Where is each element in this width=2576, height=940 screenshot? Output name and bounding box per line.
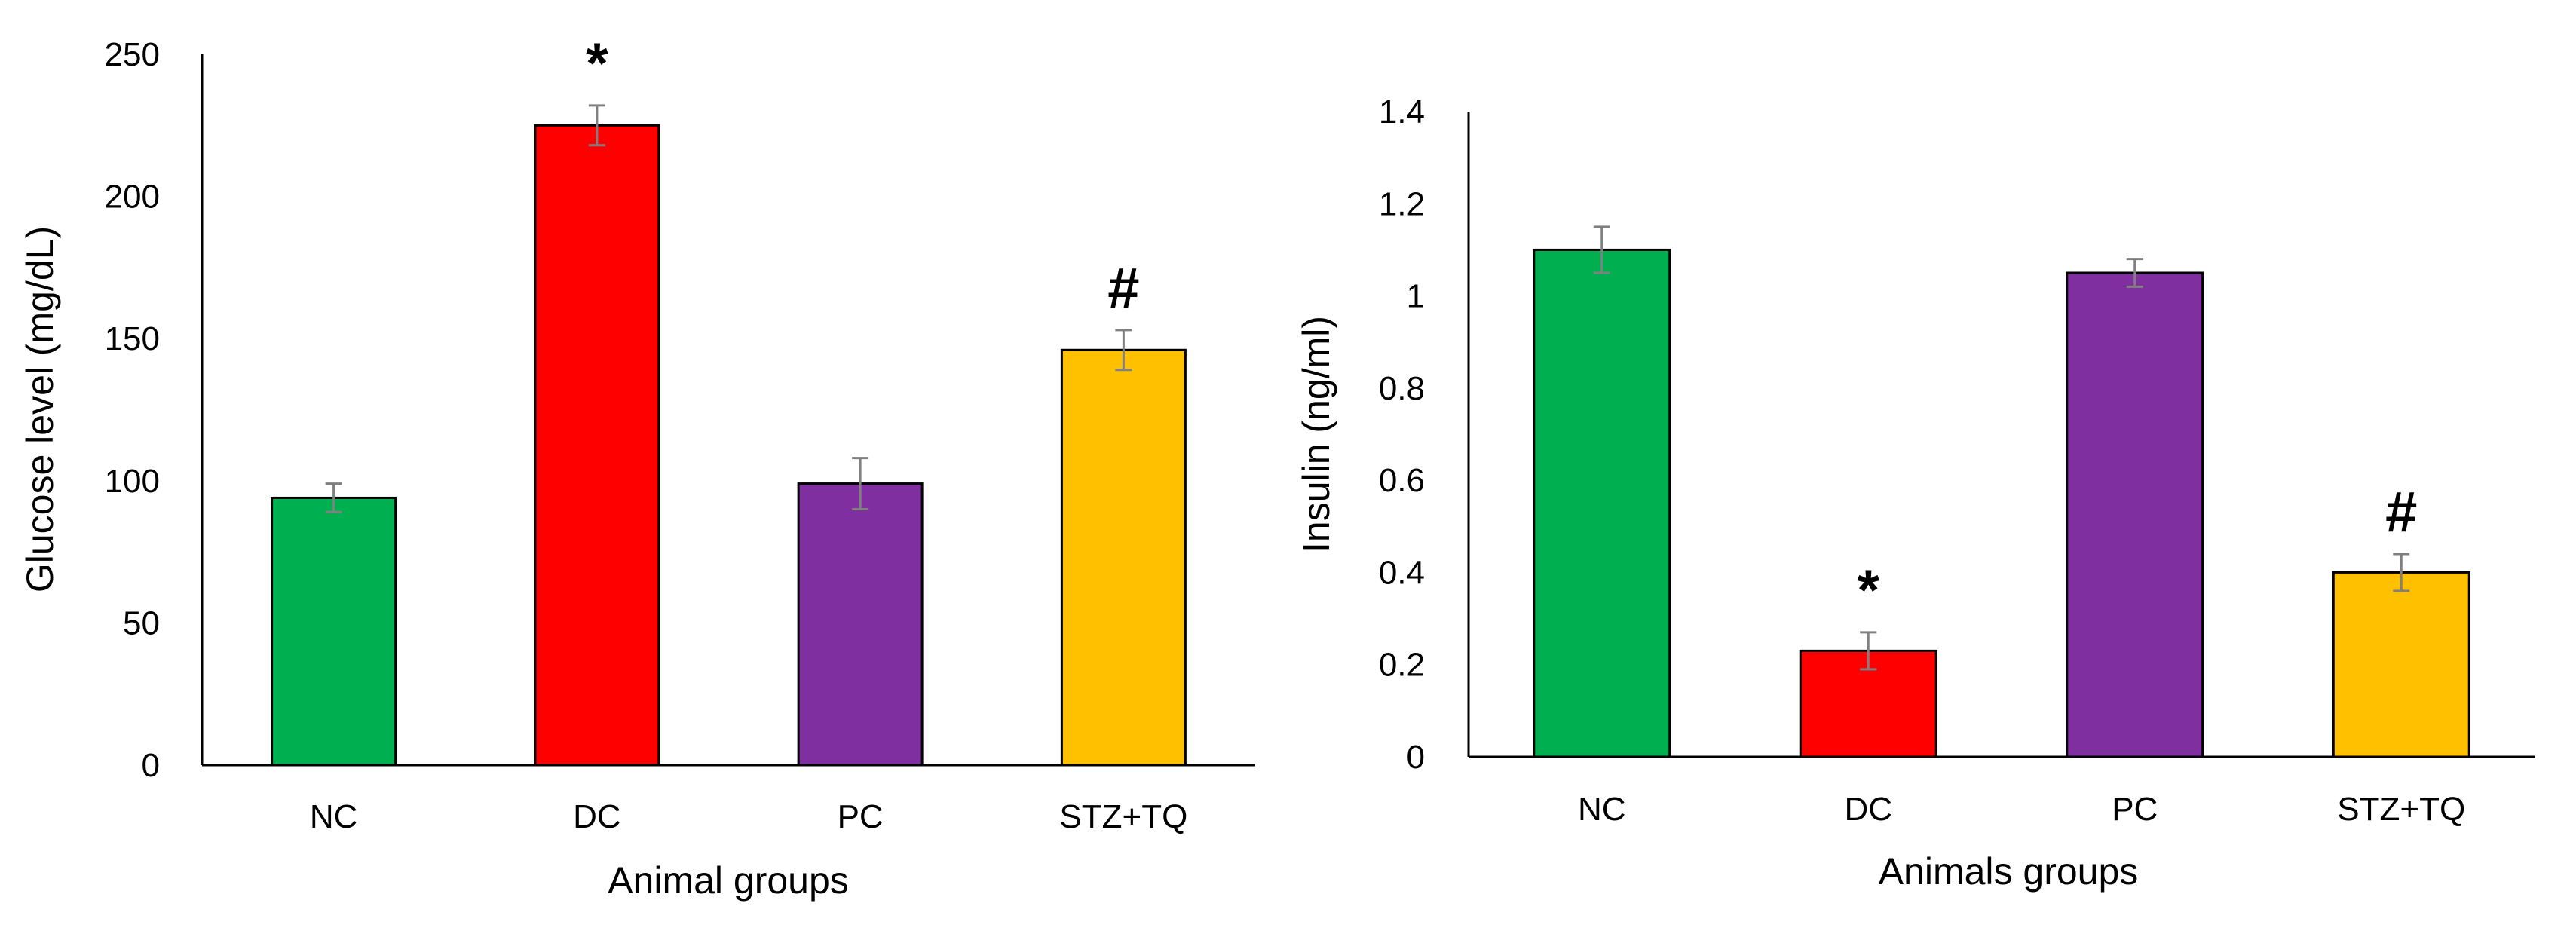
- y-axis-title: Glucose level (mg/dL): [19, 226, 61, 592]
- y-tick-label: 100: [105, 463, 160, 500]
- y-tick-label: 50: [123, 605, 160, 641]
- insulin-chart: 0 0.2 0.4 0.6 0.8 1 1.2 1.4 NC * DC PC # STZ+TQ Animal…: [1295, 93, 2535, 893]
- x-axis-title: Animals groups: [1879, 850, 2139, 893]
- x-tick-label: STZ+TQ: [1059, 798, 1187, 835]
- bar-pc: [797, 482, 924, 767]
- y-tick-label: 0: [1407, 739, 1425, 776]
- bar-nc: [1533, 248, 1671, 758]
- x-tick-label: STZ+TQ: [2337, 791, 2465, 828]
- y-tick-label: 1.2: [1379, 185, 1425, 222]
- x-tick-label: NC: [1578, 791, 1626, 828]
- y-tick-label: 1: [1407, 278, 1425, 315]
- x-tick-label: DC: [1844, 791, 1892, 828]
- y-tick-label: 200: [105, 179, 160, 216]
- x-axis-title: Animal groups: [608, 859, 849, 902]
- bar-nc: [271, 496, 397, 767]
- x-tick-label: NC: [310, 798, 358, 835]
- glucose-chart: 0 50 100 150 200 250 NC * DC PC # STZ+TQ Animal grou…: [19, 32, 1255, 902]
- y-tick-label: 0.6: [1379, 462, 1425, 499]
- x-tick-label: PC: [2112, 791, 2158, 828]
- bar-pc: [2066, 271, 2204, 758]
- bar-dc: [534, 124, 660, 767]
- significance-asterisk: *: [1857, 559, 1879, 623]
- bar-stz-tq: [2332, 571, 2470, 758]
- y-tick-label: 0.2: [1379, 647, 1425, 684]
- x-tick-label: DC: [573, 798, 621, 835]
- x-tick-label: PC: [838, 798, 884, 835]
- significance-asterisk: *: [586, 32, 608, 96]
- y-tick-label: 0.8: [1379, 370, 1425, 407]
- y-tick-label: 250: [105, 36, 160, 73]
- significance-hash: #: [1107, 256, 1139, 320]
- y-tick-label: 0.4: [1379, 554, 1425, 591]
- y-axis-title: Insulin (ng/ml): [1295, 316, 1337, 553]
- bar-stz-tq: [1060, 348, 1187, 767]
- significance-hash: #: [2385, 480, 2417, 544]
- y-tick-label: 0: [142, 747, 160, 784]
- y-tick-label: 1.4: [1379, 93, 1425, 130]
- y-tick-label: 150: [105, 320, 160, 357]
